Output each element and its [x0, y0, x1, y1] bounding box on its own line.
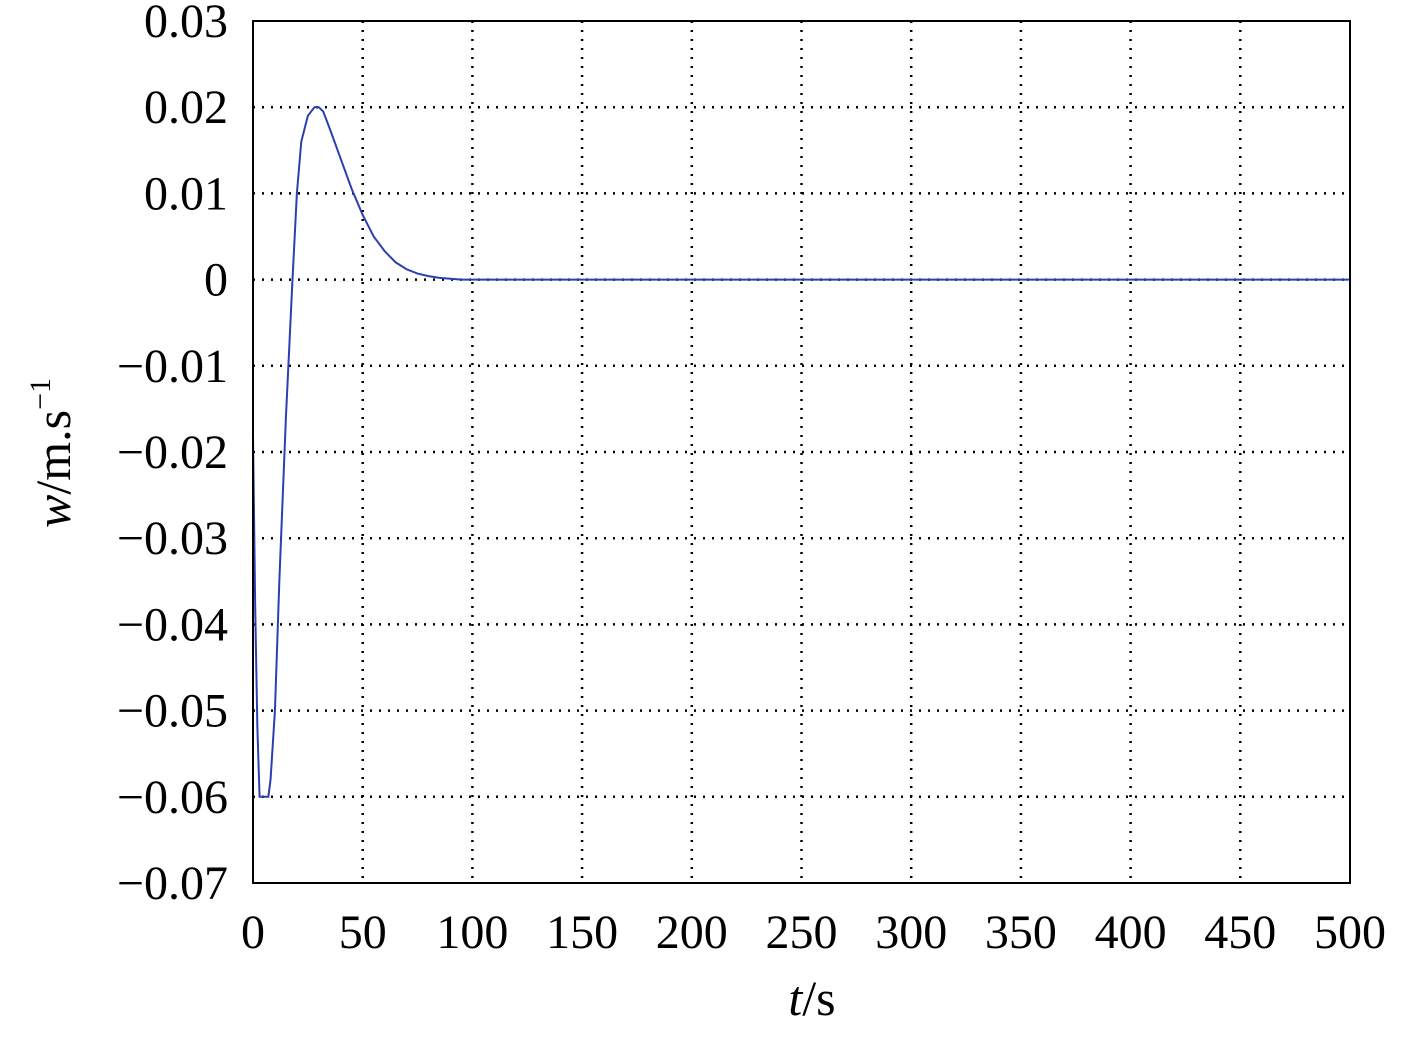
x-tick-label: 500	[1314, 906, 1386, 959]
x-tick-label: 200	[656, 906, 728, 959]
y-tick-label: 0.01	[144, 167, 228, 220]
x-tick-label: 0	[241, 906, 265, 959]
x-tick-label: 400	[1095, 906, 1167, 959]
y-tick-label: 0	[204, 254, 228, 307]
x-tick-labels: 0 50 100 150 200 250 300 350 400 450 500	[241, 906, 1386, 959]
x-tick-label: 250	[766, 906, 838, 959]
y-tick-label: −0.06	[117, 771, 228, 824]
y-tick-label: −0.03	[117, 512, 228, 565]
y-axis-var: w	[25, 495, 81, 528]
x-axis-unit: /s	[802, 970, 835, 1026]
x-tick-label: 150	[546, 906, 618, 959]
y-axis-unit: /m.s	[25, 410, 81, 495]
y-axis-unit-exponent: −1	[24, 378, 57, 410]
y-tick-label: 0.02	[144, 81, 228, 134]
x-tick-label: 100	[436, 906, 508, 959]
series-line	[252, 106, 1350, 798]
y-axis-label: w/m.s−1	[24, 378, 81, 528]
grid	[253, 21, 1350, 883]
x-tick-label: 350	[985, 906, 1057, 959]
x-tick-label: 50	[339, 906, 387, 959]
x-tick-label: 450	[1204, 906, 1276, 959]
x-tick-label: 300	[875, 906, 947, 959]
x-axis-label: t/s	[788, 970, 835, 1026]
x-axis-var: t	[788, 970, 803, 1026]
y-tick-label: −0.07	[117, 857, 228, 910]
y-tick-labels: 0.03 0.02 0.01 0 −0.01 −0.02 −0.03 −0.04 −0.05 −0…	[117, 0, 228, 910]
y-tick-label: 0.03	[144, 0, 228, 48]
y-tick-label: −0.04	[117, 598, 228, 651]
y-tick-label: −0.01	[117, 340, 228, 393]
series-group	[252, 106, 1350, 798]
plot-frame	[252, 20, 1351, 884]
y-tick-label: −0.02	[117, 426, 228, 479]
y-tick-label: −0.05	[117, 685, 228, 738]
